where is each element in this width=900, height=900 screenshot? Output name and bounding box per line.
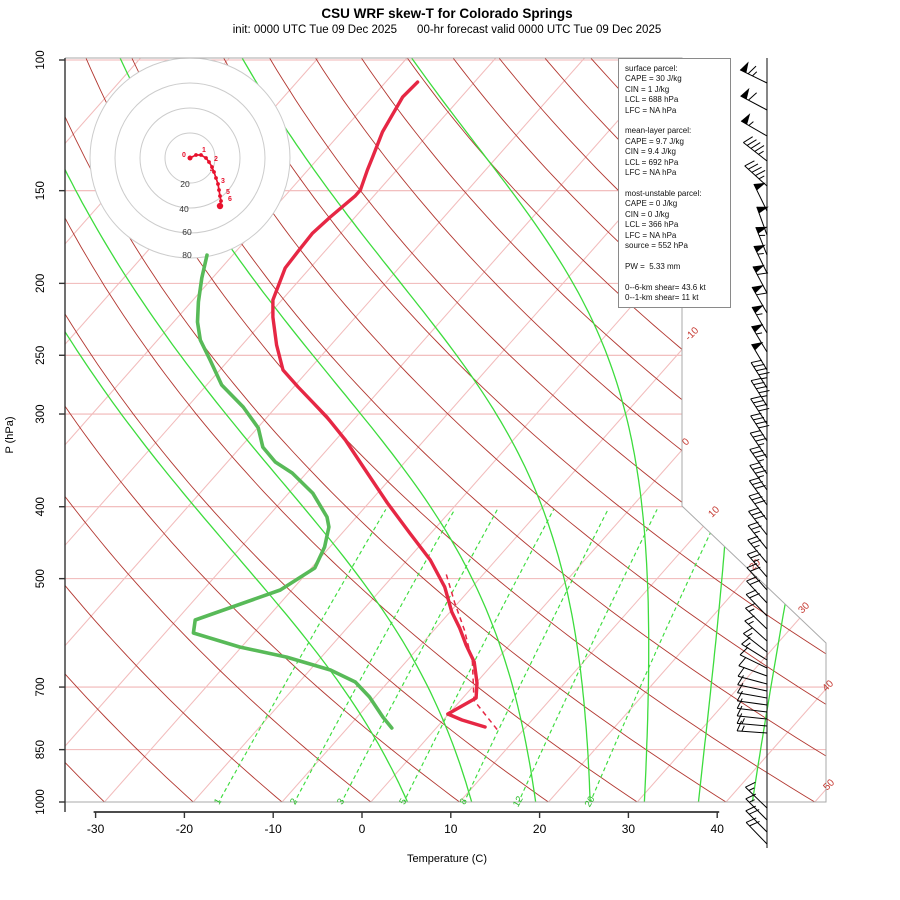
hodograph-ring-label: 20 bbox=[180, 179, 190, 189]
pressure-axis: 100 150 200 250 300 400 500 700 850 1000 bbox=[35, 50, 66, 815]
info-line: CAPE = 9.7 J/kg bbox=[625, 136, 684, 146]
hodograph-height-label: 6 bbox=[228, 196, 232, 203]
parcel-info-box: surface parcel: CAPE = 30 J/kg CIN = 1 J/k… bbox=[618, 58, 731, 308]
chart-title: CSU WRF skew-T for Colorado Springs bbox=[321, 6, 573, 21]
hodograph-ring-label: 40 bbox=[179, 204, 189, 214]
info-line: LCL = 688 hPa bbox=[625, 95, 679, 105]
temperature-curve bbox=[271, 80, 487, 729]
pressure-tick-label: 1000 bbox=[35, 789, 47, 815]
isotherm-edge-label: -10 bbox=[683, 325, 701, 343]
info-line: 0--6-km shear= 43.6 kt bbox=[625, 282, 706, 292]
info-line: LFC = NA hPa bbox=[625, 230, 677, 240]
isotherm-edge-label: 10 bbox=[706, 504, 722, 520]
parcel-curve bbox=[445, 573, 498, 730]
info-line: CIN = 0 J/kg bbox=[625, 209, 670, 219]
dewpoint-curve bbox=[191, 253, 394, 730]
temperature-tick-label: 10 bbox=[444, 822, 458, 836]
info-line bbox=[625, 251, 730, 261]
hodograph-ring-label: 60 bbox=[182, 227, 192, 237]
info-line bbox=[625, 116, 730, 126]
pressure-tick-label: 200 bbox=[35, 274, 47, 293]
info-line: CAPE = 0 J/kg bbox=[625, 199, 678, 209]
pressure-tick-label: 150 bbox=[35, 181, 47, 200]
temperature-tick-label: -30 bbox=[87, 822, 105, 836]
pressure-tick-label: 400 bbox=[35, 497, 47, 516]
info-line bbox=[625, 178, 730, 188]
wind-barb-column bbox=[736, 58, 770, 848]
pressure-tick-label: 250 bbox=[35, 346, 47, 365]
temperature-axis-title: Temperature (C) bbox=[407, 853, 487, 865]
pressure-axis-title: P (hPa) bbox=[4, 416, 16, 453]
mixing-ratio-labels: 1 2 3 5 8 12 20 bbox=[212, 794, 597, 809]
temperature-tick-label: -20 bbox=[176, 822, 194, 836]
info-line: CIN = 1 J/kg bbox=[625, 84, 670, 94]
mixing-ratio-label: 8 bbox=[458, 797, 470, 807]
pressure-tick-label: 850 bbox=[35, 740, 47, 759]
mixing-ratio-label: 20 bbox=[583, 794, 598, 809]
info-line: LFC = NA hPa bbox=[625, 105, 677, 115]
info-line: source = 552 hPa bbox=[625, 240, 688, 250]
isotherm-edge-label: 50 bbox=[821, 777, 837, 793]
temperature-tick-label: 20 bbox=[533, 822, 547, 836]
info-line bbox=[625, 272, 730, 282]
temperature-axis: -30 -20 -10 0 10 20 30 40 bbox=[87, 811, 725, 836]
chart-subtitle-init: init: 0000 UTC Tue 09 Dec 2025 bbox=[232, 24, 398, 36]
hodograph-height-label: 3 bbox=[221, 178, 225, 185]
mixing-ratio-label: 12 bbox=[511, 794, 526, 809]
hodograph-height-label: 5 bbox=[226, 189, 230, 196]
temperature-tick-label: -10 bbox=[265, 822, 283, 836]
mixing-ratio-label: 5 bbox=[397, 797, 409, 807]
hodograph-height-label: 0 bbox=[182, 152, 186, 159]
info-line: 0--1-km shear= 11 kt bbox=[625, 292, 699, 302]
hodograph-ring-label: 80 bbox=[182, 250, 192, 260]
hodograph-height-label: 1 bbox=[202, 147, 206, 154]
pressure-tick-label: 500 bbox=[35, 569, 47, 588]
pressure-tick-label: 300 bbox=[35, 404, 47, 423]
info-line: CIN = 9.4 J/kg bbox=[625, 147, 676, 157]
hodograph bbox=[89, 58, 291, 259]
info-line: LCL = 692 hPa bbox=[625, 157, 679, 167]
mixing-ratio-label: 1 bbox=[212, 797, 224, 807]
isotherm-edge-label: 40 bbox=[820, 678, 836, 694]
info-line: CAPE = 30 J/kg bbox=[625, 74, 682, 84]
temperature-tick-label: 40 bbox=[711, 822, 725, 836]
isotherm-edge-label: 30 bbox=[796, 600, 812, 616]
info-line: PW = 5.33 mm bbox=[625, 261, 681, 271]
info-line: most-unstable parcel: bbox=[625, 188, 702, 198]
pressure-tick-label: 700 bbox=[35, 677, 47, 696]
temperature-tick-label: 30 bbox=[622, 822, 636, 836]
chart-subtitle-valid: 00-hr forecast valid 0000 UTC Tue 09 Dec… bbox=[417, 24, 662, 36]
info-line: mean-layer parcel: bbox=[625, 126, 692, 136]
mixing-ratio-label: 3 bbox=[335, 797, 347, 807]
info-line: surface parcel: bbox=[625, 64, 678, 73]
info-line: LFC = NA hPa bbox=[625, 168, 677, 178]
temperature-tick-label: 0 bbox=[359, 822, 366, 836]
mixing-ratio-label: 2 bbox=[288, 797, 300, 807]
hodograph-height-label: 4 bbox=[210, 167, 214, 174]
pressure-tick-label: 100 bbox=[35, 50, 47, 69]
info-line: LCL = 366 hPa bbox=[625, 220, 679, 230]
hodograph-height-label: 2 bbox=[214, 156, 218, 163]
chart-subtitle: init: 0000 UTC Tue 09 Dec 2025 00-hr fore… bbox=[0, 24, 894, 36]
mixing-ratio-lines bbox=[210, 509, 723, 802]
